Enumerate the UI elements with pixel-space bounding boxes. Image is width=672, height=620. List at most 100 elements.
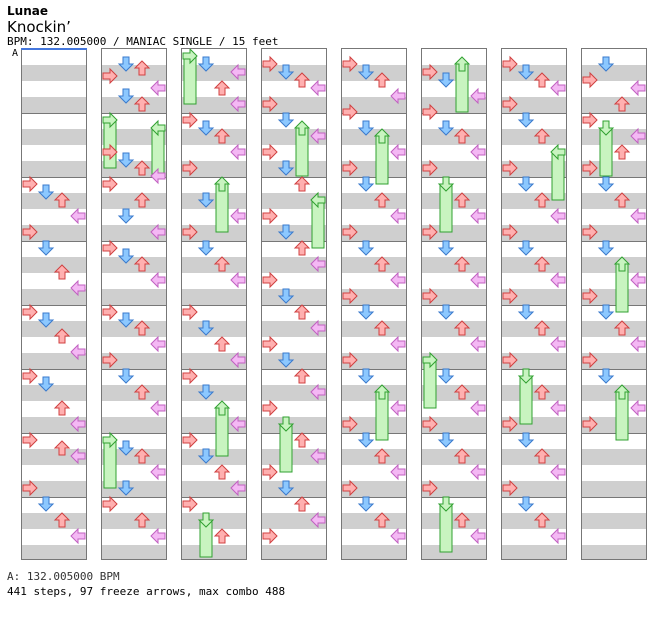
- chart-column-8: [581, 48, 647, 560]
- arrow-right-icon: [150, 399, 166, 417]
- arrow-down-icon: [597, 368, 615, 384]
- arrow-left-icon: [342, 55, 358, 73]
- arrow-right-icon: [550, 399, 566, 417]
- arrow-left-icon: [342, 287, 358, 305]
- arrow-up-icon: [613, 320, 631, 336]
- arrow-down-icon: [437, 120, 455, 136]
- arrow-right-icon: [550, 527, 566, 545]
- measure-line: [22, 177, 86, 178]
- arrow-down-icon: [117, 88, 135, 104]
- measure-line: [262, 433, 326, 434]
- arrow-right-icon: [230, 143, 246, 161]
- arrow-down-icon: [37, 240, 55, 256]
- arrow-up-icon: [613, 144, 631, 160]
- arrow-down-icon: [597, 120, 615, 136]
- arrow-down-icon: [277, 480, 295, 496]
- arrow-up-icon: [453, 128, 471, 144]
- arrow-up-icon: [293, 240, 311, 256]
- arrow-right-icon: [550, 79, 566, 97]
- arrow-left-icon: [422, 159, 438, 177]
- arrow-up-icon: [533, 256, 551, 272]
- measure-line: [262, 305, 326, 306]
- arrow-layer: [102, 56, 166, 545]
- arrow-right-icon: [310, 383, 326, 401]
- arrow-up-icon: [613, 256, 631, 272]
- arrow-left-icon: [182, 49, 198, 65]
- measure-line: [102, 433, 166, 434]
- arrow-left-icon: [262, 463, 278, 481]
- arrow-up-icon: [53, 440, 71, 456]
- arrow-left-icon: [422, 103, 438, 121]
- arrow-left-icon: [102, 351, 118, 369]
- measure-line: [182, 177, 246, 178]
- arrow-up-icon: [533, 384, 551, 400]
- arrow-right-icon: [470, 207, 486, 225]
- arrow-down-icon: [357, 368, 375, 384]
- arrow-left-icon: [342, 479, 358, 497]
- arrow-left-icon: [102, 239, 118, 257]
- arrow-left-icon: [582, 415, 598, 433]
- arrow-up-icon: [373, 384, 391, 400]
- arrow-left-icon: [422, 351, 438, 369]
- arrow-right-icon: [310, 191, 326, 209]
- arrow-left-icon: [182, 111, 198, 129]
- arrow-right-icon: [230, 207, 246, 225]
- arrow-left-icon: [342, 223, 358, 241]
- arrow-up-icon: [293, 120, 311, 136]
- arrow-down-icon: [117, 440, 135, 456]
- arrow-left-icon: [102, 143, 118, 161]
- arrow-down-icon: [357, 432, 375, 448]
- arrow-up-icon: [53, 400, 71, 416]
- arrow-left-icon: [502, 223, 518, 241]
- measure-line: [582, 113, 646, 114]
- arrow-left-icon: [342, 159, 358, 177]
- arrow-up-icon: [213, 336, 231, 352]
- measure-line: [502, 305, 566, 306]
- arrow-left-icon: [582, 159, 598, 177]
- arrow-left-icon: [102, 111, 118, 129]
- arrow-up-icon: [373, 512, 391, 528]
- arrow-up-icon: [453, 384, 471, 400]
- arrow-up-icon: [533, 512, 551, 528]
- measure-line: [422, 177, 486, 178]
- arrow-left-icon: [22, 479, 38, 497]
- arrow-down-icon: [197, 56, 215, 72]
- arrow-left-icon: [262, 55, 278, 73]
- arrow-right-icon: [550, 463, 566, 481]
- arrow-down-icon: [597, 56, 615, 72]
- measure-line: [182, 433, 246, 434]
- arrow-left-icon: [502, 351, 518, 369]
- arrow-right-icon: [630, 79, 646, 97]
- measure-line: [102, 305, 166, 306]
- chart-column-1: [21, 48, 87, 560]
- arrow-right-icon: [550, 143, 566, 161]
- arrow-right-icon: [70, 343, 86, 361]
- measure-line: [342, 305, 406, 306]
- arrow-down-icon: [357, 64, 375, 80]
- arrow-up-icon: [453, 512, 471, 528]
- arrow-left-icon: [182, 223, 198, 241]
- arrow-down-icon: [197, 512, 215, 528]
- arrow-right-icon: [390, 399, 406, 417]
- arrow-layer: [22, 175, 86, 545]
- measure-line: [422, 305, 486, 306]
- arrow-left-icon: [102, 175, 118, 193]
- arrow-left-icon: [22, 367, 38, 385]
- arrow-right-icon: [470, 527, 486, 545]
- arrow-left-icon: [502, 159, 518, 177]
- measure-line: [422, 241, 486, 242]
- arrow-down-icon: [357, 176, 375, 192]
- arrow-up-icon: [533, 192, 551, 208]
- measure-line: [102, 177, 166, 178]
- chart-info: BPM: 132.005000 / MANIAC SINGLE / 15 fee…: [7, 35, 279, 48]
- arrow-left-icon: [582, 111, 598, 129]
- arrow-right-icon: [630, 207, 646, 225]
- arrow-down-icon: [197, 384, 215, 400]
- arrow-up-icon: [613, 384, 631, 400]
- arrow-left-icon: [342, 103, 358, 121]
- arrow-right-icon: [310, 511, 326, 529]
- arrow-up-icon: [533, 128, 551, 144]
- measure-line: [502, 369, 566, 370]
- measure-line: [262, 497, 326, 498]
- arrow-up-icon: [213, 400, 231, 416]
